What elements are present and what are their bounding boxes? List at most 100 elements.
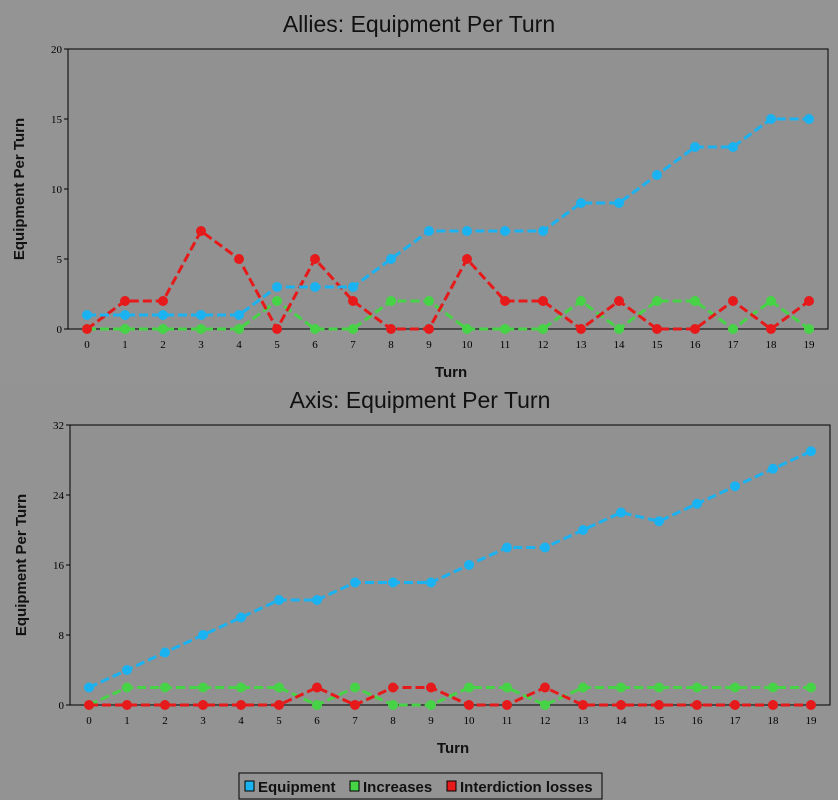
data-point-equipment [502,542,512,553]
data-point-interdiction-losses [388,682,398,693]
data-point-interdiction-losses [386,324,396,334]
x-tick-label: 18 [768,715,780,727]
y-tick-label: 10 [51,184,63,196]
y-tick-label: 5 [57,254,63,266]
data-point-increases [464,682,474,693]
x-tick-label: 14 [614,339,626,351]
x-tick-label: 5 [274,339,280,351]
y-tick-label: 20 [51,44,63,56]
series-equipment [82,114,814,320]
data-point-equipment [616,507,626,518]
x-tick-label: 4 [236,339,242,351]
data-point-interdiction-losses [274,700,284,710]
series-line-equipment [87,117,809,317]
data-point-increases [500,324,510,334]
data-point-interdiction-losses [804,296,814,306]
data-point-interdiction-losses [424,324,434,334]
data-point-equipment [82,310,92,320]
data-point-interdiction-losses [692,700,702,710]
data-point-interdiction-losses [654,700,664,710]
series-equipment [84,446,816,693]
data-point-equipment [196,310,206,320]
data-point-increases [690,296,700,306]
series-line-interdiction-losses [89,686,811,707]
x-tick-label: 9 [426,339,432,351]
data-point-equipment [652,170,662,180]
x-tick-label: 14 [616,715,628,727]
data-point-equipment [730,481,740,492]
x-tick-label: 12 [538,339,549,351]
data-point-equipment [198,630,208,640]
data-point-increases [806,682,816,693]
data-point-interdiction-losses [426,682,436,693]
x-tick-label: 1 [124,715,130,727]
data-point-interdiction-losses [196,226,206,236]
y-tick-label: 24 [53,490,65,502]
data-point-equipment [768,463,778,474]
data-point-interdiction-losses [350,700,360,710]
data-point-equipment [158,310,168,320]
data-point-interdiction-losses [198,700,208,710]
data-point-increases [768,682,778,693]
x-tick-label: 0 [84,339,90,351]
x-tick-label: 6 [312,339,318,351]
x-tick-label: 13 [578,715,590,727]
x-tick-label: 4 [238,715,244,727]
legend: Equipment Increases Interdiction losses [238,772,603,800]
y-tick-label: 16 [53,560,65,572]
data-point-interdiction-losses [122,700,132,710]
series-interdiction-losses [84,682,816,710]
data-point-increases [462,324,472,334]
data-point-interdiction-losses [614,296,624,306]
legend-swatch-increases [349,780,360,792]
y-axis-label: Equipment Per Turn [11,118,28,260]
x-tick-label: 3 [198,339,204,351]
data-point-interdiction-losses [806,700,816,710]
chart-title: Axis: Equipment Per Turn [290,387,551,413]
data-point-increases [538,324,548,334]
data-point-equipment [462,226,472,236]
data-point-interdiction-losses [502,700,512,710]
data-point-interdiction-losses [272,324,282,334]
data-point-equipment [234,310,244,320]
data-point-equipment [766,114,776,124]
data-point-equipment [84,682,94,693]
y-tick-label: 0 [57,324,63,336]
data-point-equipment [728,142,738,152]
data-point-increases [310,324,320,334]
y-axis-label: Equipment Per Turn [13,494,30,636]
data-point-equipment [236,612,246,623]
data-point-equipment [426,577,436,588]
data-point-equipment [312,595,322,605]
data-point-increases [158,324,168,334]
x-tick-label: 10 [464,715,476,727]
x-tick-label: 8 [388,339,394,351]
data-point-increases [426,700,436,710]
x-tick-label: 12 [540,715,551,727]
data-point-increases [122,682,132,693]
x-axis-label: Turn [437,740,469,757]
data-point-increases [348,324,358,334]
x-tick-label: 7 [350,339,356,351]
series-increases [84,682,816,710]
x-tick-label: 13 [576,339,588,351]
data-point-equipment [310,282,320,292]
x-tick-label: 18 [766,339,778,351]
data-point-interdiction-losses [312,682,322,693]
data-point-equipment [122,665,132,675]
data-point-equipment [500,226,510,236]
data-point-interdiction-losses [120,296,130,306]
data-point-equipment [806,446,816,457]
data-point-increases [766,296,776,306]
data-point-interdiction-losses [464,700,474,710]
data-point-equipment [540,542,550,553]
y-tick-label: 32 [53,420,64,432]
data-point-equipment [538,226,548,236]
data-point-equipment [274,595,284,605]
data-point-increases [196,324,206,334]
x-tick-label: 7 [352,715,358,727]
data-point-equipment [160,647,170,658]
data-point-interdiction-losses [540,682,550,693]
